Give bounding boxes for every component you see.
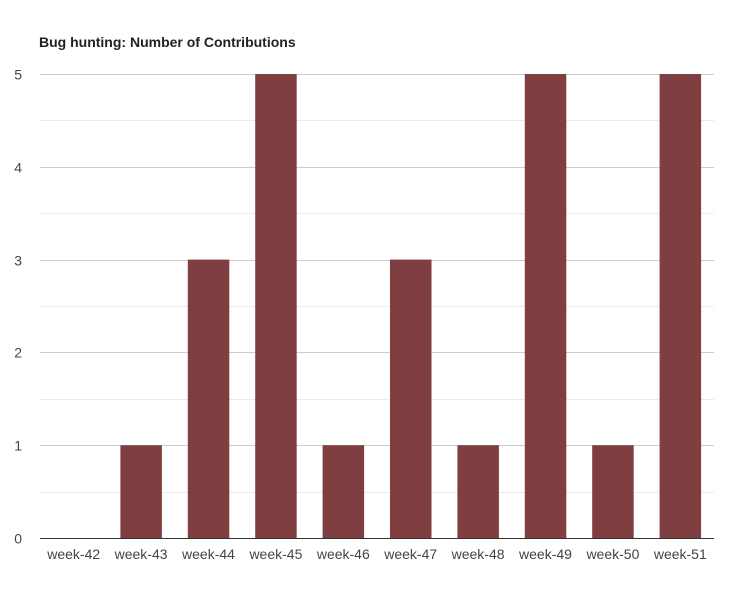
x-tick-label: week-43 [114, 546, 168, 562]
bar-week-46 [322, 445, 365, 538]
chart-title: Bug hunting: Number of Contributions [39, 34, 296, 50]
x-tick-label: week-44 [181, 546, 235, 562]
x-tick-label: week-48 [451, 546, 505, 562]
y-tick-label: 4 [14, 160, 22, 176]
x-tick-label: week-45 [248, 546, 302, 562]
gridlines [40, 74, 714, 493]
y-tick-label: 3 [14, 253, 22, 269]
x-tick-label: week-51 [653, 546, 707, 562]
x-tick-label: week-50 [585, 546, 639, 562]
bar-week-49 [524, 74, 567, 538]
x-tick-label: week-42 [46, 546, 100, 562]
y-tick-labels: 0 1 2 3 4 5 [14, 67, 22, 547]
x-tick-label: week-49 [518, 546, 572, 562]
x-tick-label: week-47 [383, 546, 437, 562]
x-tick-labels: week-42 week-43 week-44 week-45 week-46 week-… [46, 546, 707, 562]
bar-week-45 [255, 74, 297, 538]
y-tick-label: 1 [14, 438, 22, 454]
bar-week-47 [390, 259, 432, 538]
bar-week-43 [120, 445, 162, 538]
bar-week-48 [457, 445, 499, 538]
y-tick-label: 5 [14, 67, 22, 83]
bars [120, 74, 702, 538]
y-tick-label: 2 [14, 345, 22, 361]
bar-week-44 [187, 259, 230, 538]
bar-week-51 [659, 74, 702, 538]
y-tick-label: 0 [14, 531, 22, 547]
bar-week-50 [592, 445, 634, 538]
x-tick-label: week-46 [316, 546, 370, 562]
